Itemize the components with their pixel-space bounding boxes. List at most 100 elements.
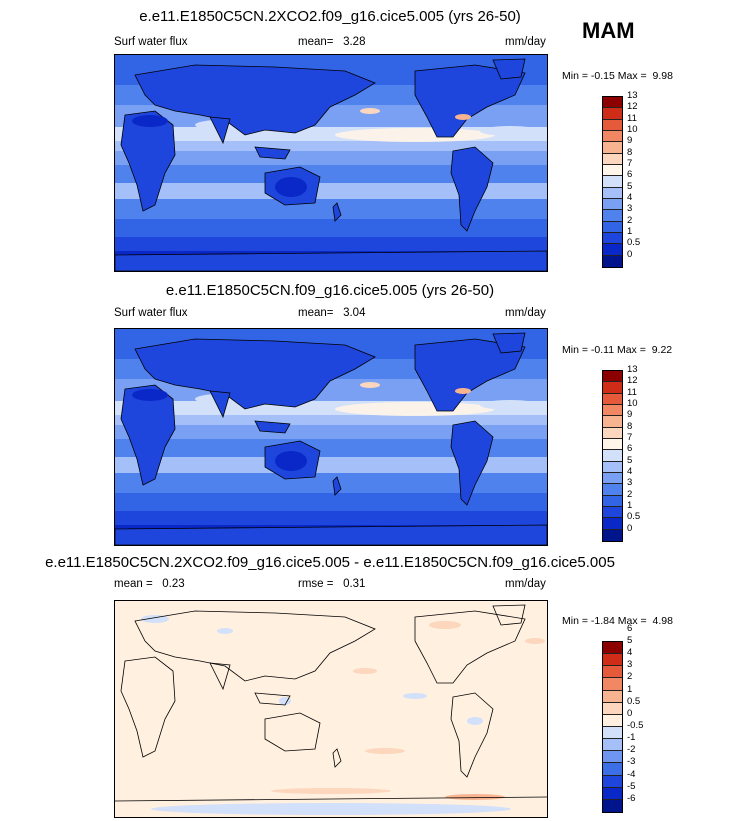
land-outline (450, 420, 494, 506)
panel-1-colorbar-labels: 0 0.5 1 2 3 4 5 6 7 8 9 10 11 12 13 (627, 90, 667, 266)
contour-patch (353, 668, 377, 674)
contour-patch (360, 382, 380, 388)
panel-3-mean-key: mean = (114, 578, 153, 590)
panel-2-colorbar-labels: 0 0.5 1 2 3 4 5 6 7 8 9 10 11 12 13 (627, 364, 667, 540)
colorbar-swatch (603, 393, 622, 405)
colorbar-tick-label: 1 (627, 683, 633, 695)
contour-patch (275, 451, 307, 471)
panel-2-min-label: Min = (562, 344, 588, 356)
colorbar-swatch (603, 529, 622, 541)
contour-patch (275, 177, 307, 197)
panel-3-map (114, 600, 548, 818)
contour-patch (480, 126, 540, 136)
panel-1-variable-label: Surf water flux (114, 36, 188, 48)
colorbar-swatch (603, 187, 622, 199)
colorbar-tick-label: 5 (627, 454, 633, 466)
colorbar-swatch (603, 416, 622, 428)
land-outline (492, 604, 526, 626)
panel-1-units: mm/day (505, 36, 546, 48)
colorbar-swatch (603, 142, 622, 154)
colorbar-tick-label: 4 (627, 647, 633, 659)
colorbar-tick-label: 12 (627, 375, 638, 387)
colorbar-swatch (603, 775, 622, 788)
colorbar-tick-label: -1 (627, 732, 636, 744)
colorbar-tick-label: 8 (627, 146, 633, 158)
contour-patch (141, 615, 169, 623)
colorbar-tick-label: 3 (627, 477, 633, 489)
contour-patch (132, 115, 168, 127)
panel-3-min-value: -1.84 (590, 615, 615, 627)
contour-band (115, 415, 547, 425)
land-outline (115, 524, 547, 545)
colorbar-swatch (603, 739, 622, 752)
colorbar-swatch (603, 751, 622, 764)
contour-patch (445, 794, 505, 800)
colorbar-tick-label: 0.5 (627, 695, 641, 707)
panel-1-map (114, 54, 548, 272)
colorbar-tick-label: -3 (627, 756, 636, 768)
colorbar-tick-label: 7 (627, 158, 633, 169)
contour-band (115, 151, 547, 165)
colorbar-swatch (603, 153, 622, 165)
colorbar-swatch (603, 461, 622, 473)
contour-band (115, 511, 547, 525)
colorbar-swatch (603, 763, 622, 776)
colorbar-tick-label: 13 (627, 90, 638, 101)
land-outline (450, 146, 494, 232)
panel-1-mean-label: mean= 3.28 (298, 36, 365, 48)
contour-band (115, 141, 547, 151)
colorbar-tick-label: 5 (627, 635, 633, 646)
colorbar-swatch (603, 438, 622, 451)
colorbar-swatch (603, 119, 622, 131)
panel-1-map-plot (115, 55, 547, 271)
season-label: MAM (582, 18, 635, 43)
panel-1-minmax: Min = -0.15 Max = 9.98 (562, 70, 673, 82)
contour-patch (271, 788, 391, 794)
colorbar-swatch (603, 495, 622, 507)
panel-2-map-plot (115, 329, 547, 545)
colorbar-tick-label: 6 (627, 622, 633, 634)
colorbar-swatch (603, 255, 622, 267)
colorbar-swatch (603, 382, 622, 394)
colorbar-tick-label: -5 (627, 780, 636, 792)
panel-2-units: mm/day (505, 307, 546, 319)
panel-3-min-label: Min = (562, 615, 588, 627)
panel-1-colorbar (602, 96, 623, 268)
panel-2-max-value: 9.22 (651, 344, 673, 356)
colorbar-swatch (603, 232, 622, 245)
colorbar-tick-label: 2 (627, 214, 633, 226)
colorbar-tick-label: 6 (627, 169, 633, 181)
colorbar-swatch (603, 244, 622, 256)
colorbar-swatch (603, 371, 622, 383)
contour-patch (480, 400, 540, 410)
contour-band (115, 165, 547, 183)
panel-2-title: e.e11.E1850C5CN.f09_g16.cice5.005 (yrs 2… (165, 282, 495, 299)
land-outline (332, 748, 342, 768)
colorbar-swatch (603, 666, 622, 679)
colorbar-tick-label: 12 (627, 101, 638, 113)
land-outline (209, 116, 231, 145)
land-outline (254, 146, 291, 160)
panel-2-map (114, 328, 548, 546)
contour-band (115, 219, 547, 237)
colorbar-tick-label: 5 (627, 180, 633, 192)
colorbar-swatch (603, 97, 622, 109)
land-outline (450, 692, 494, 778)
colorbar-swatch (603, 130, 622, 143)
panel-3-rmse-value: 0.31 (343, 578, 366, 590)
colorbar-tick-label: 10 (627, 124, 638, 135)
contour-band (115, 457, 547, 473)
colorbar-tick-label: 1 (627, 226, 633, 237)
panel-3-rmse-key: rmse = (298, 578, 334, 590)
contour-band (115, 183, 547, 199)
colorbar-swatch (603, 176, 622, 188)
panel-3-max-label: Max = (617, 615, 647, 627)
colorbar-tick-label: 10 (627, 398, 638, 409)
panel-1-mean-value: 3.28 (343, 36, 366, 48)
contour-patch (335, 128, 495, 142)
colorbar-swatch (603, 472, 622, 485)
colorbar-tick-label: 11 (627, 112, 637, 124)
panel-3-mean-value: 0.23 (162, 578, 185, 590)
panel-3-units: mm/day (505, 578, 546, 590)
colorbar-tick-label: 6 (627, 443, 633, 455)
